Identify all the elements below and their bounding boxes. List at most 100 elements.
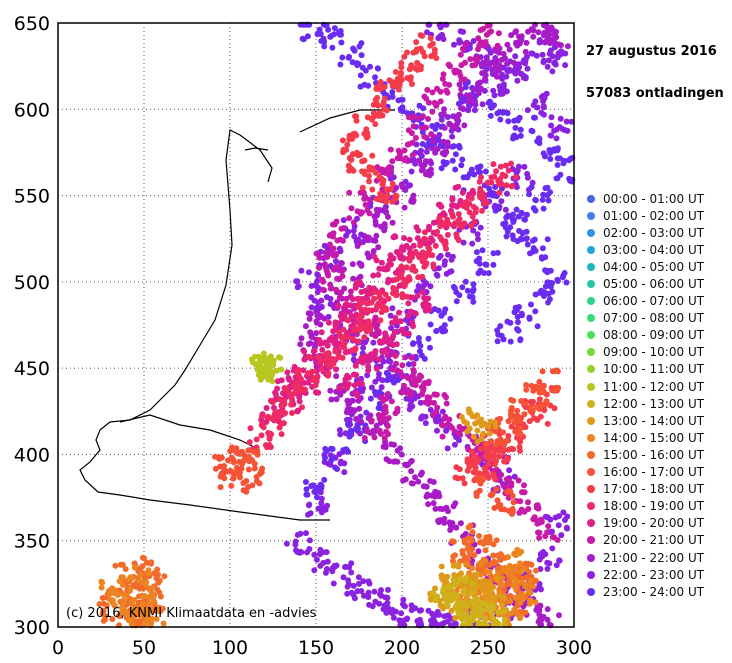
lightning-point: [421, 53, 428, 60]
lightning-point: [562, 50, 569, 57]
lightning-point: [536, 583, 543, 590]
lightning-point: [383, 456, 390, 463]
lightning-point: [451, 41, 457, 48]
lightning-point: [333, 562, 340, 569]
lightning-point: [400, 329, 407, 336]
lightning-point: [479, 608, 486, 614]
lightning-point: [382, 291, 389, 298]
lightning-point: [486, 61, 493, 68]
lightning-point: [492, 560, 499, 567]
lightning-point: [567, 155, 574, 162]
lightning-point: [410, 367, 417, 373]
lightning-point: [486, 22, 493, 29]
lightning-point: [427, 344, 433, 351]
lightning-point: [368, 116, 375, 123]
lightning-point: [444, 618, 451, 625]
lightning-point: [353, 372, 360, 378]
legend-swatch: [587, 399, 595, 408]
lightning-point: [498, 198, 505, 205]
lightning-point: [333, 366, 339, 373]
lightning-point: [360, 344, 367, 351]
lightning-point: [429, 123, 436, 129]
lightning-point: [544, 559, 551, 566]
legend-item: 19:00 - 20:00 UT: [587, 515, 727, 532]
lightning-point: [456, 81, 463, 88]
lightning-point: [448, 127, 455, 134]
lightning-point: [385, 358, 392, 365]
lightning-point: [482, 617, 488, 624]
lightning-point: [337, 431, 344, 438]
lightning-point: [486, 185, 493, 192]
lightning-point: [419, 273, 426, 280]
lightning-point: [257, 471, 263, 477]
lightning-point: [251, 465, 258, 472]
lightning-point: [545, 523, 552, 530]
lightning-point: [428, 596, 434, 603]
lightning-point: [331, 336, 338, 343]
lightning-point: [464, 174, 471, 181]
lightning-point: [508, 160, 514, 167]
lightning-point: [472, 465, 479, 471]
lightning-point: [454, 203, 460, 210]
lightning-point: [495, 331, 502, 338]
lightning-point: [319, 276, 326, 283]
lightning-point: [456, 292, 463, 299]
lightning-point: [372, 121, 379, 128]
lightning-point: [352, 362, 359, 369]
lightning-point: [409, 81, 415, 87]
lightning-point: [233, 464, 240, 471]
lightning-point: [434, 121, 440, 128]
lightning-point: [452, 184, 459, 191]
lightning-point: [388, 610, 395, 616]
lightning-point: [426, 223, 433, 230]
legend-label: 14:00 - 15:00 UT: [603, 430, 705, 445]
lightning-point: [374, 164, 381, 171]
lightning-point: [440, 71, 447, 78]
lightning-point: [334, 466, 340, 472]
lightning-point: [516, 509, 523, 516]
lightning-point: [514, 77, 521, 84]
lightning-point: [532, 197, 539, 204]
lightning-point: [412, 268, 419, 274]
lightning-point: [553, 28, 560, 35]
x-tick-label: 50: [132, 637, 156, 659]
lightning-point: [486, 430, 493, 437]
lightning-point: [327, 387, 334, 394]
lightning-point: [492, 476, 498, 482]
lightning-point: [255, 372, 262, 378]
lightning-point: [491, 102, 497, 109]
lightning-point: [364, 428, 371, 435]
lightning-point: [458, 162, 465, 169]
legend-label: 23:00 - 24:00 UT: [603, 584, 705, 599]
lightning-point: [516, 64, 523, 71]
lightning-point: [364, 250, 371, 257]
x-tick-label: 150: [298, 637, 334, 659]
lightning-point: [406, 236, 413, 243]
lightning-point: [505, 446, 512, 453]
lightning-point: [260, 350, 267, 357]
lightning-point: [475, 90, 482, 97]
lightning-point: [460, 28, 467, 35]
lightning-point: [482, 41, 489, 48]
lightning-point: [434, 228, 441, 235]
lightning-point: [483, 470, 490, 477]
lightning-point: [366, 284, 373, 291]
lightning-point: [324, 502, 331, 509]
lightning-point: [371, 434, 378, 441]
map-outline: [119, 414, 261, 451]
legend-label: 06:00 - 07:00 UT: [603, 294, 705, 309]
lightning-point: [491, 461, 498, 468]
lightning-point: [354, 588, 361, 595]
lightning-point: [545, 197, 552, 204]
lightning-point: [137, 571, 144, 578]
lightning-point: [245, 447, 252, 454]
lightning-point: [456, 431, 463, 438]
lightning-point: [150, 598, 157, 605]
lightning-point: [236, 458, 243, 465]
lightning-point: [387, 312, 394, 319]
lightning-point: [398, 70, 405, 76]
lightning-point: [378, 587, 384, 594]
lightning-point: [389, 319, 396, 326]
lightning-point: [336, 385, 343, 392]
lightning-point: [396, 81, 403, 88]
